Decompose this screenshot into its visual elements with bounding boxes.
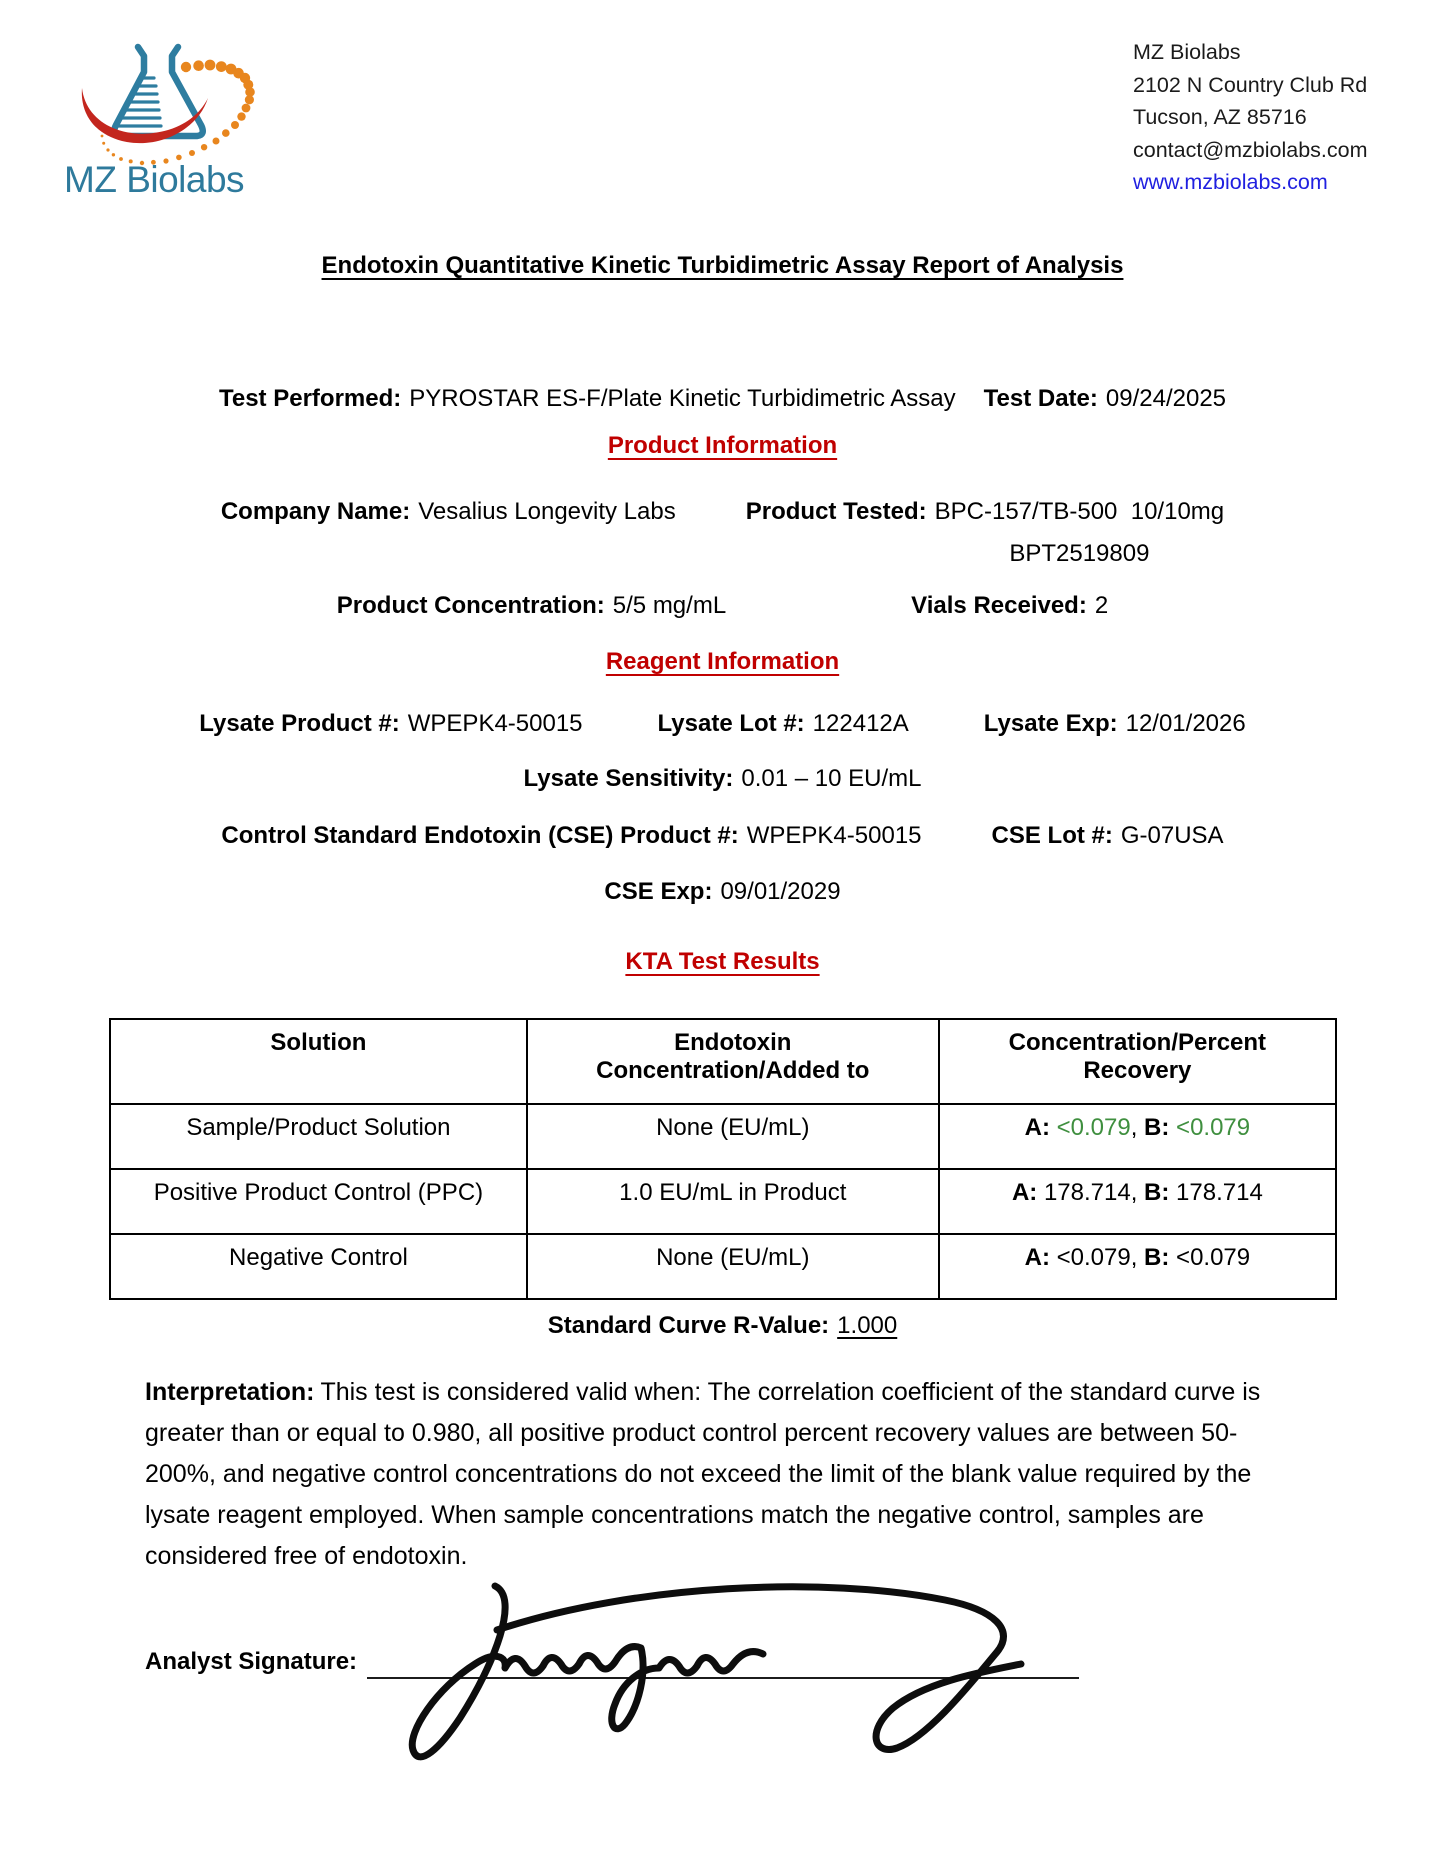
cell-recovery: A: <0.079, B: <0.079 [937,1103,1338,1170]
cell-recovery: A: 178.714, B: 178.714 [937,1168,1338,1235]
logo-swoosh-icon [81,88,208,144]
company-logo: MZ Biolabs [64,43,255,200]
cell-endotoxin: 1.0 EU/mL in Product [525,1168,940,1235]
table-row-negative-control: Negative Control None (EU/mL) A: <0.079,… [109,1233,1338,1300]
logo-dotted-ellipse-icon [100,59,255,166]
concentration-vials-row: Product Concentration: 5/5 mg/mL Vials R… [0,592,1445,620]
letterhead-website-link[interactable]: www.mzbiolabs.com [1133,170,1328,194]
section-heading-product-information: Product Information [607,432,838,459]
cell-solution: Sample/Product Solution [109,1103,528,1170]
letterhead-street: 2102 N Country Club Rd [1133,72,1368,97]
product-concentration-label: Product Concentration: [336,592,605,619]
company-name-value: Vesalius Longevity Labs [418,498,676,525]
lysate-product-value: WPEPK4-50015 [407,710,583,737]
test-date-value: 09/24/2025 [1105,385,1227,412]
product-concentration-value: 5/5 mg/mL [612,592,727,619]
cell-solution: Negative Control [109,1233,528,1300]
cell-endotoxin: None (EU/mL) [525,1103,940,1170]
column-header-solution: Solution [109,1018,528,1105]
interpretation-text: This test is considered valid when: The … [145,1378,1261,1570]
product-tested-label: Product Tested: [745,498,927,525]
lysate-product-label: Lysate Product #: [199,710,400,737]
result-value-a: 178.714 [1043,1179,1131,1206]
cell-endotoxin: None (EU/mL) [525,1233,940,1300]
result-value-b: 178.714 [1176,1179,1263,1206]
lysate-sensitivity-row: Lysate Sensitivity: 0.01 – 10 EU/mL [0,765,1445,793]
letterhead-email: contact@mzbiolabs.com [1133,137,1368,162]
cse-lot-label: CSE Lot #: [991,822,1113,849]
lysate-exp-label: Lysate Exp: [983,710,1118,737]
vials-received-value: 2 [1094,592,1109,619]
signature-line [367,1645,1080,1679]
section-heading-kta-test-results: KTA Test Results [625,948,820,975]
test-date-label: Test Date: [983,385,1098,412]
letterhead-company: MZ Biolabs [1133,40,1241,64]
test-performed-value: PYROSTAR ES-F/Plate Kinetic Turbidimetri… [409,385,956,412]
cell-solution: Positive Product Control (PPC) [109,1168,528,1235]
section-heading-reagent-information: Reagent Information [605,648,840,675]
product-tested-value: BPC-157/TB-500 10/10mg [934,498,1225,525]
test-performed-row: Test Performed: PYROSTAR ES-F/Plate Kine… [0,385,1445,413]
interpretation-paragraph: Interpretation: This test is considered v… [145,1372,1265,1577]
cse-exp-value: 09/01/2029 [720,878,841,905]
r-value: 1.000 [837,1312,898,1339]
cse-lot-value: G-07USA [1120,822,1224,849]
company-name-label: Company Name: [220,498,411,525]
vials-received-label: Vials Received: [911,592,1087,619]
letterhead-city: Tucson, AZ 85716 [1133,105,1307,129]
lysate-lot-label: Lysate Lot #: [657,710,805,737]
cell-recovery: A: <0.079, B: <0.079 [937,1233,1338,1300]
result-value-b: <0.079 [1176,1244,1251,1271]
column-header-percent-recovery: Concentration/Percent Recovery [937,1018,1338,1105]
table-header-row: Solution Endotoxin Concentration/Added t… [109,1018,1338,1105]
product-lot-number: BPT2519809 [1009,540,1150,567]
r-value-row: Standard Curve R-Value: 1.000 [0,1312,1445,1340]
result-value-b: <0.079 [1176,1114,1251,1141]
cse-row: Control Standard Endotoxin (CSE) Product… [0,822,1445,850]
lysate-exp-value: 12/01/2026 [1125,710,1246,737]
cse-product-label: Control Standard Endotoxin (CSE) Product… [221,822,739,849]
logo-wordmark: MZ Biolabs [64,159,244,200]
lysate-row: Lysate Product #: WPEPK4-50015 Lysate Lo… [0,710,1445,738]
result-value-a: <0.079 [1056,1244,1131,1271]
table-row-sample-product: Sample/Product Solution None (EU/mL) A: … [109,1103,1338,1170]
company-product-row: Company Name: Vesalius Longevity Labs Pr… [0,498,1445,568]
cse-product-value: WPEPK4-50015 [746,822,922,849]
test-performed-label: Test Performed: [218,385,402,412]
lysate-lot-value: 122412A [812,710,909,737]
analyst-signature-row: Analyst Signature: [145,1645,1080,1679]
report-title: Endotoxin Quantitative Kinetic Turbidime… [321,252,1124,279]
result-value-a: <0.079 [1056,1114,1131,1141]
lysate-sensitivity-value: 0.01 – 10 EU/mL [741,765,922,792]
lysate-sensitivity-label: Lysate Sensitivity: [523,765,734,792]
r-value-label: Standard Curve R-Value: [547,1312,830,1339]
analyst-signature-label: Analyst Signature: [145,1648,358,1675]
interpretation-label: Interpretation: [145,1378,315,1406]
table-row-positive-control: Positive Product Control (PPC) 1.0 EU/mL… [109,1168,1338,1235]
kta-results-table: Solution Endotoxin Concentration/Added t… [109,1018,1338,1300]
cse-exp-label: CSE Exp: [604,878,713,905]
flask-graduation-lines-icon [114,76,163,128]
column-header-endotoxin-concentration: Endotoxin Concentration/Added to [525,1018,940,1105]
cse-exp-row: CSE Exp: 09/01/2029 [0,878,1445,906]
letterhead-address-block: MZ Biolabs 2102 N Country Club Rd Tucson… [1133,36,1368,199]
